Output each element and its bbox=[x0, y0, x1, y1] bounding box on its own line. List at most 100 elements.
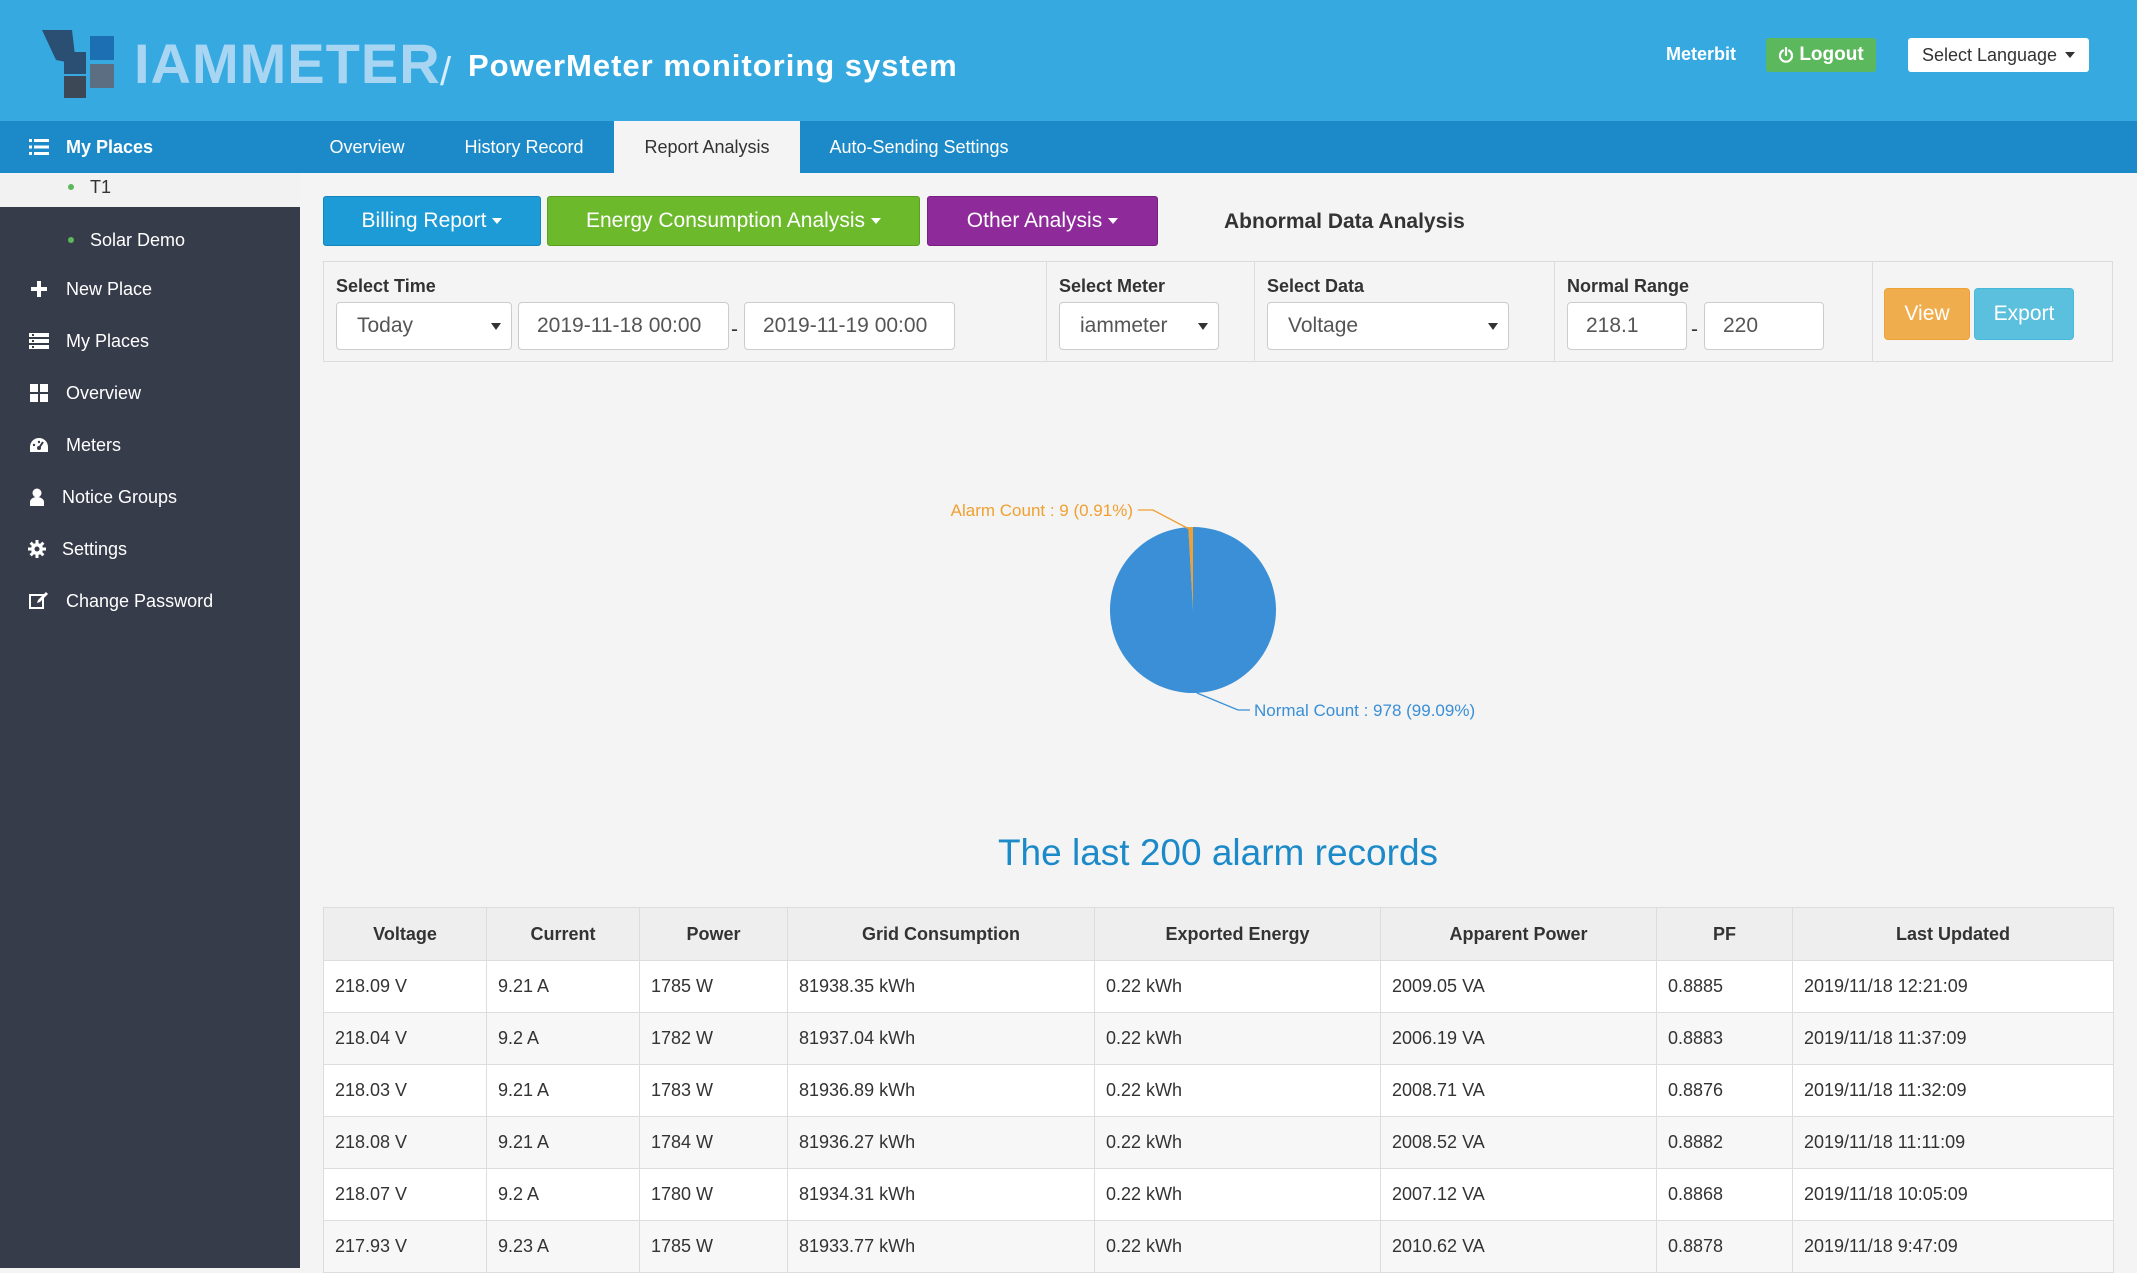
table-cell: 0.8876 bbox=[1656, 1064, 1793, 1117]
table-cell: 2007.12 VA bbox=[1380, 1168, 1657, 1221]
chevron-down-icon bbox=[491, 323, 501, 330]
list-icon bbox=[28, 136, 50, 158]
table-cell: 9.23 A bbox=[486, 1220, 640, 1273]
place-list bbox=[0, 173, 300, 207]
language-select[interactable]: Select Language bbox=[1908, 38, 2089, 72]
select-data-dropdown[interactable]: Voltage bbox=[1267, 302, 1509, 350]
table-cell: 218.03 V bbox=[323, 1064, 487, 1117]
sidebar-item-notice-groups[interactable]: Notice Groups bbox=[0, 471, 300, 523]
table-cell: 81936.89 kWh bbox=[787, 1064, 1095, 1117]
status-dot bbox=[68, 184, 74, 190]
table-cell: 0.22 kWh bbox=[1094, 1064, 1381, 1117]
energy-consumption-analysis-dropdown[interactable]: Energy Consumption Analysis bbox=[547, 196, 920, 246]
place-item-t1[interactable]: T1 bbox=[0, 166, 300, 208]
sidebar-header-my-places[interactable]: My Places bbox=[0, 121, 300, 173]
table-cell: 81937.04 kWh bbox=[787, 1012, 1095, 1065]
select-data-value: Voltage bbox=[1288, 314, 1359, 337]
sidebar-item-new-place[interactable]: New Place bbox=[0, 263, 300, 315]
chevron-down-icon bbox=[1198, 323, 1208, 330]
status-dot bbox=[68, 237, 74, 243]
table-row: 217.93 V 9.23 A 1785 W 81933.77 kWh 0.22 kWh… bbox=[323, 1220, 2114, 1273]
edit-icon bbox=[28, 590, 50, 612]
abnormal-data-analysis-link[interactable]: Abnormal Data Analysis bbox=[1224, 210, 1465, 233]
language-label: Select Language bbox=[1921, 44, 2058, 65]
table-cell: 0.22 kWh bbox=[1094, 1168, 1381, 1221]
divider bbox=[1554, 262, 1555, 361]
table-cell: 2009.05 VA bbox=[1380, 960, 1657, 1013]
normal-range-label: Normal Range bbox=[1567, 276, 1690, 296]
user-name-link[interactable]: Meterbit bbox=[1666, 44, 1737, 64]
select-time-dropdown[interactable]: Today bbox=[336, 302, 512, 350]
sidebar-item-label: Settings bbox=[62, 538, 128, 559]
table-cell: 0.22 kWh bbox=[1094, 1116, 1381, 1169]
table-cell: 9.2 A bbox=[486, 1012, 640, 1065]
range-min-input[interactable]: 218.1 bbox=[1567, 302, 1687, 350]
billing-report-dropdown[interactable]: Billing Report bbox=[323, 196, 541, 246]
dashboard-icon bbox=[28, 434, 50, 456]
select-meter-value: iammeter bbox=[1080, 314, 1168, 337]
iammeter-logo[interactable]: IAMMETER bbox=[42, 30, 440, 98]
tab-history-record[interactable]: History Record bbox=[464, 136, 584, 157]
table-cell: 2008.71 VA bbox=[1380, 1064, 1657, 1117]
column-header: Last Updated bbox=[1792, 907, 2114, 961]
table-cell: 1785 W bbox=[639, 1220, 788, 1273]
divider bbox=[1254, 262, 1255, 361]
table-cell: 2019/11/18 9:47:09 bbox=[1792, 1220, 2114, 1273]
column-header: Current bbox=[486, 907, 640, 961]
table-row: 218.07 V 9.2 A 1780 W 81934.31 kWh 0.22 kWh 2… bbox=[323, 1168, 2114, 1221]
sidebar: My Places T1 Solar Demo New Place My Pla… bbox=[0, 121, 300, 1268]
logout-label: Logout bbox=[1799, 44, 1864, 65]
table-cell: 0.22 kWh bbox=[1094, 1012, 1381, 1065]
range-dash: - bbox=[1691, 318, 1698, 341]
place-label: T1 bbox=[90, 176, 112, 197]
table-cell: 81938.35 kWh bbox=[787, 960, 1095, 1013]
table-cell: 0.8868 bbox=[1656, 1168, 1793, 1221]
select-time-value: Today bbox=[357, 314, 414, 337]
tab-overview[interactable]: Overview bbox=[329, 136, 405, 157]
table-cell: 1780 W bbox=[639, 1168, 788, 1221]
caret-down-icon bbox=[492, 218, 503, 224]
grid-icon bbox=[28, 382, 50, 404]
sidebar-item-label: Change Password bbox=[66, 590, 214, 611]
power-icon bbox=[1779, 47, 1794, 63]
pie-slice-alarm-count[interactable] bbox=[1188, 527, 1193, 610]
sidebar-item-settings[interactable]: Settings bbox=[0, 523, 300, 575]
tab-auto-sending-settings[interactable]: Auto-Sending Settings bbox=[829, 136, 1009, 157]
range-max-input[interactable]: 220 bbox=[1704, 302, 1824, 350]
column-header: Power bbox=[639, 907, 788, 961]
table-header-row: Voltage Current Power Grid Consumption Expor… bbox=[323, 907, 2114, 961]
pie-slice-normal-count[interactable] bbox=[1110, 527, 1276, 693]
alarm-records-table: Voltage Current Power Grid Consumption Expor… bbox=[323, 907, 2114, 1273]
end-time-input[interactable]: 2019-11-19 00:00 bbox=[744, 302, 955, 350]
select-meter-dropdown[interactable]: iammeter bbox=[1059, 302, 1219, 350]
table-cell: 218.04 V bbox=[323, 1012, 487, 1065]
column-header: PF bbox=[1656, 907, 1793, 961]
table-cell: 218.08 V bbox=[323, 1116, 487, 1169]
list-icon bbox=[28, 330, 50, 352]
sidebar-item-meters[interactable]: Meters bbox=[0, 419, 300, 471]
sidebar-item-overview[interactable]: Overview bbox=[0, 367, 300, 419]
sidebar-item-label: My Places bbox=[66, 330, 150, 351]
energy-consumption-label: Energy Consumption Analysis bbox=[586, 209, 865, 232]
export-button[interactable]: Export bbox=[1974, 288, 2074, 340]
view-button[interactable]: View bbox=[1884, 288, 1970, 340]
table-cell: 0.22 kWh bbox=[1094, 960, 1381, 1013]
logout-button[interactable]: Logout bbox=[1766, 38, 1876, 72]
start-time-input[interactable]: 2019-11-18 00:00 bbox=[518, 302, 729, 350]
place-item-solar-demo[interactable]: Solar Demo bbox=[0, 219, 300, 261]
table-row: 218.03 V 9.21 A 1783 W 81936.89 kWh 0.22 kWh… bbox=[323, 1064, 2114, 1117]
place-label: Solar Demo bbox=[90, 229, 186, 250]
sidebar-item-my-places[interactable]: My Places bbox=[0, 315, 300, 367]
table-cell: 2010.62 VA bbox=[1380, 1220, 1657, 1273]
sidebar-item-change-password[interactable]: Change Password bbox=[0, 575, 300, 627]
other-analysis-dropdown[interactable]: Other Analysis bbox=[927, 196, 1158, 246]
table-cell: 0.8885 bbox=[1656, 960, 1793, 1013]
table-cell: 218.07 V bbox=[323, 1168, 487, 1221]
table-cell: 2006.19 VA bbox=[1380, 1012, 1657, 1065]
table-cell: 81934.31 kWh bbox=[787, 1168, 1095, 1221]
tab-report-analysis[interactable]: Report Analysis bbox=[614, 121, 800, 173]
table-cell: 2019/11/18 12:21:09 bbox=[1792, 960, 2114, 1013]
table-cell: 2019/11/18 11:32:09 bbox=[1792, 1064, 2114, 1117]
logo-icon bbox=[42, 30, 114, 98]
logo-text: IAMMETER bbox=[134, 32, 441, 95]
